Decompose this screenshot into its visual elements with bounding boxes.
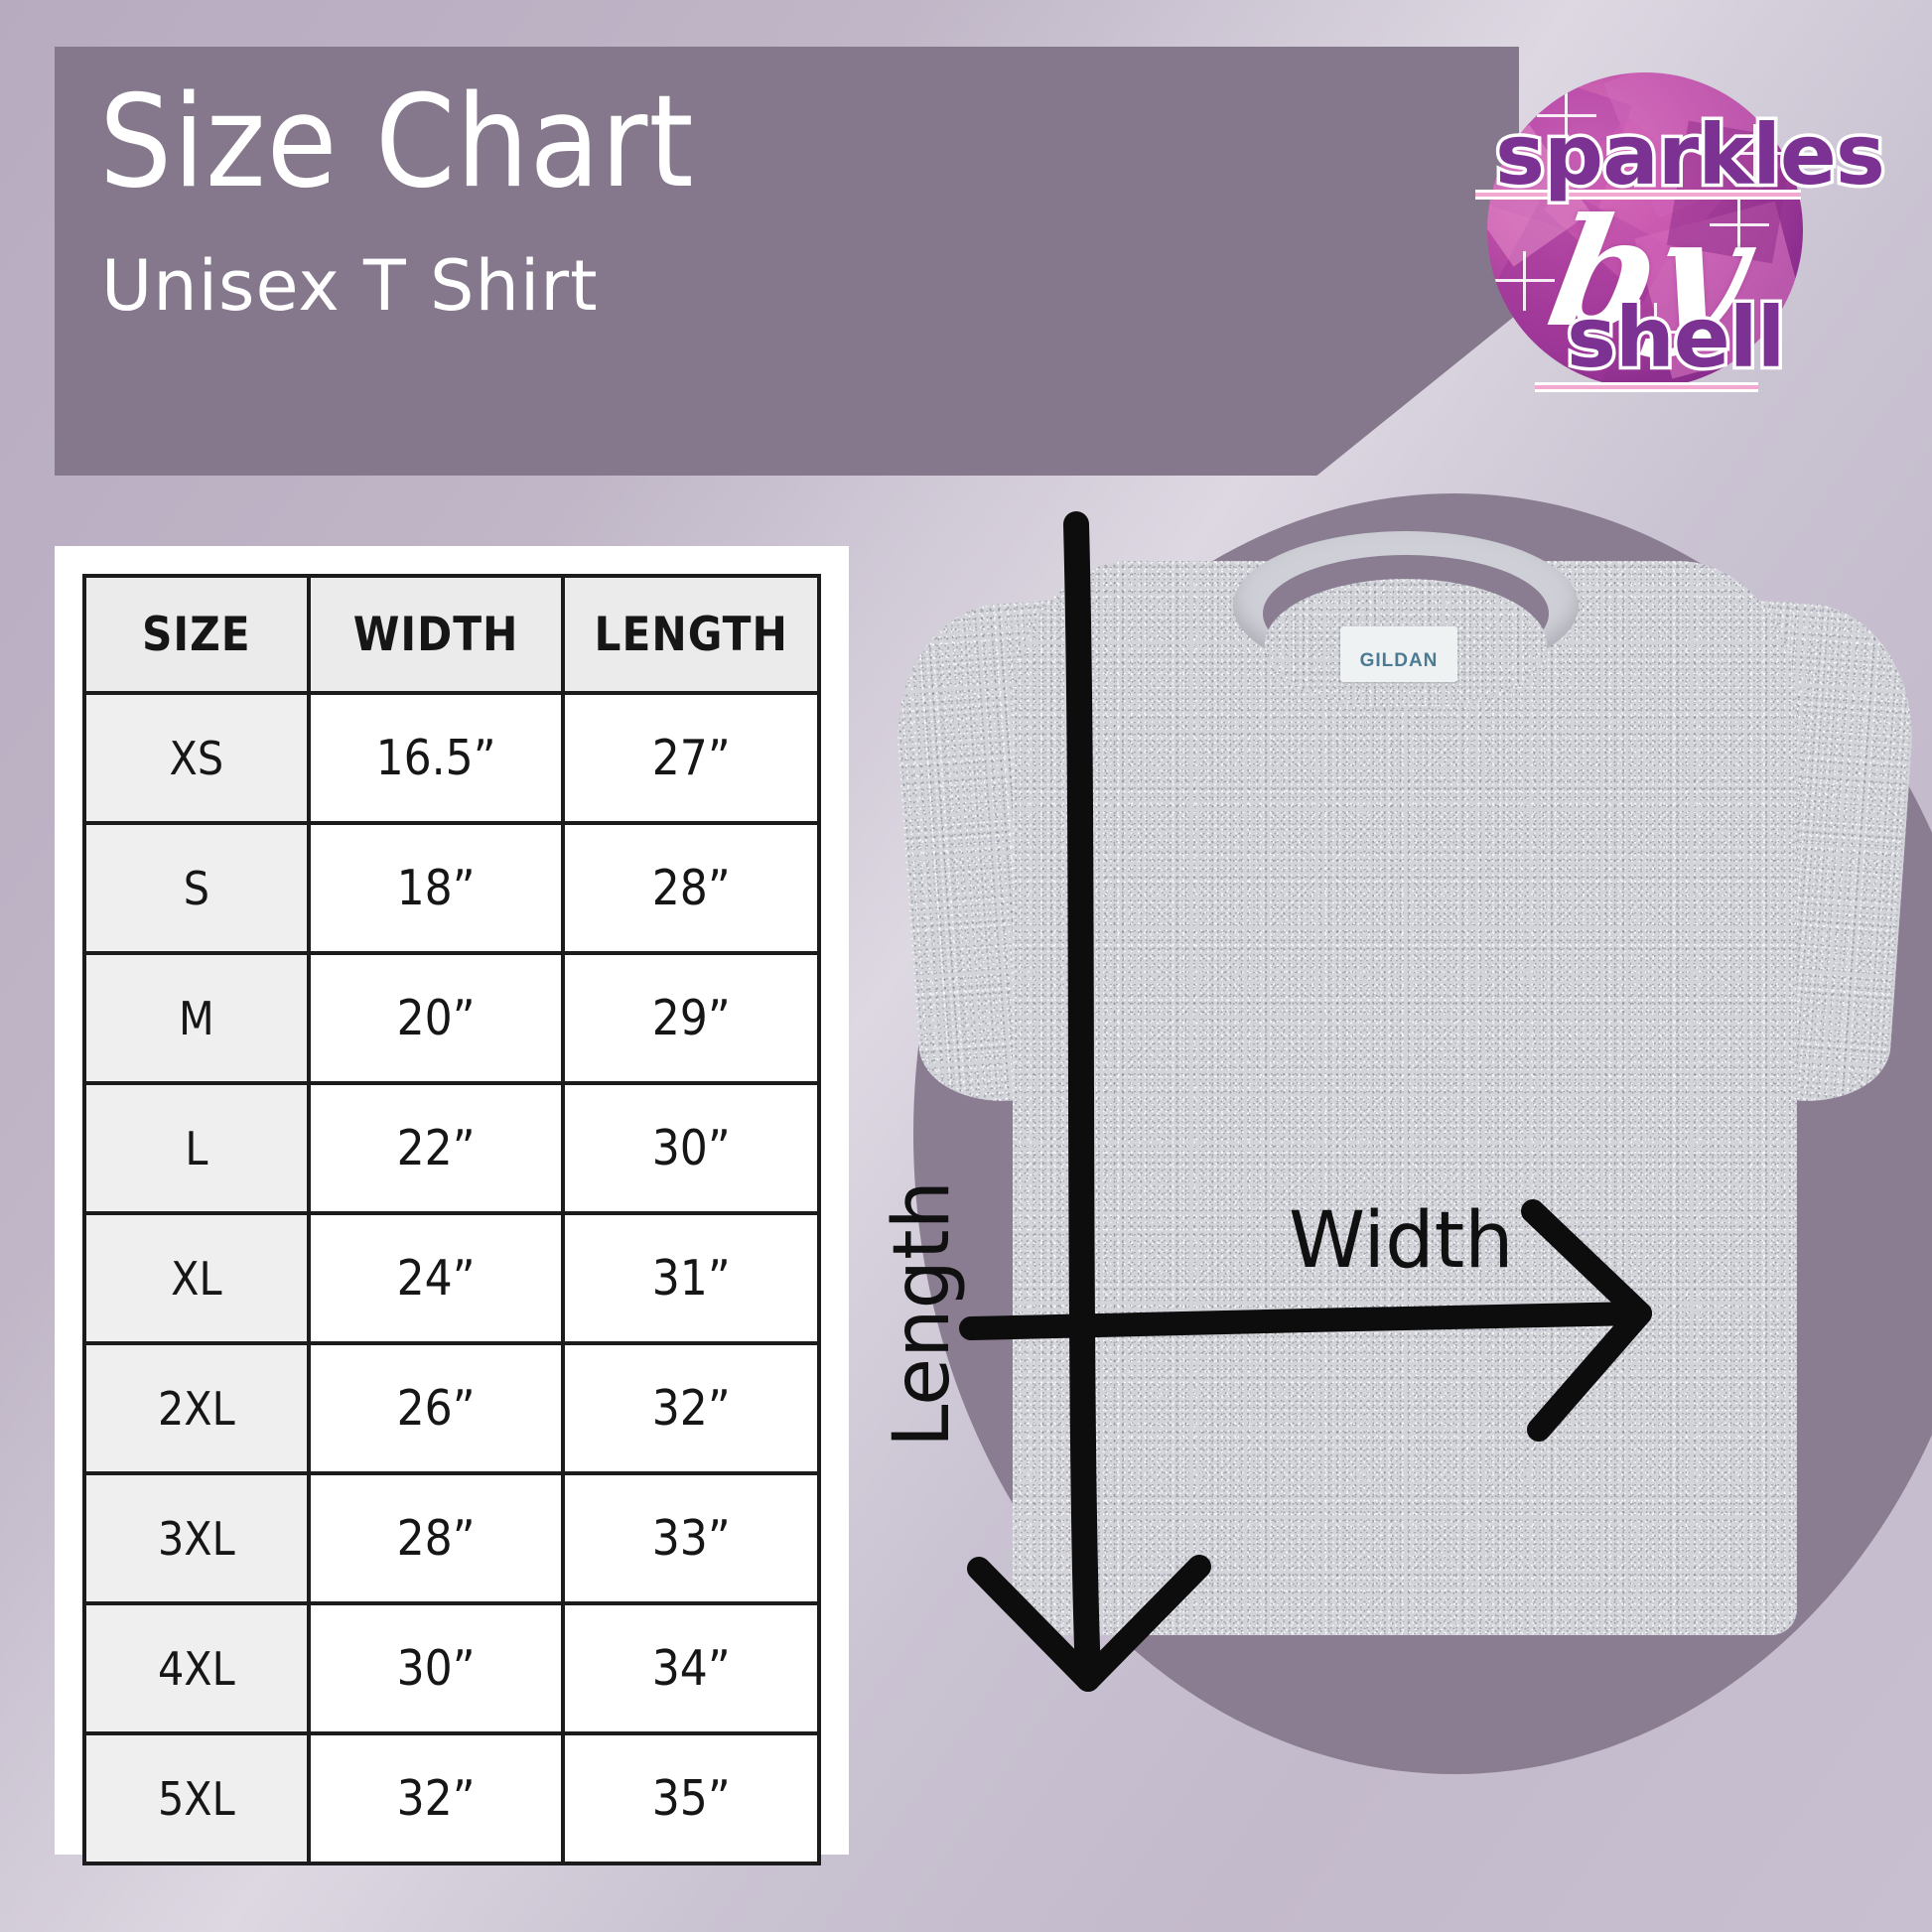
table-row: M 20” 29” <box>82 951 821 1085</box>
cell-width: 20” <box>306 951 566 1085</box>
tshirt-graphic: GILDAN <box>888 509 1922 1641</box>
column-header-size: SIZE <box>82 574 311 695</box>
cell-width: 32” <box>306 1731 566 1865</box>
cell-width: 16.5” <box>306 691 566 825</box>
table-row: 2XL 26” 32” <box>82 1341 821 1475</box>
column-header-width: WIDTH <box>306 574 566 695</box>
size-table: SIZE WIDTH LENGTH XS 16.5” 27” S 18” 28”… <box>82 574 821 1865</box>
table-row: 4XL 30” 34” <box>82 1601 821 1735</box>
cell-size: S <box>82 821 311 955</box>
cell-length: 33” <box>561 1471 821 1605</box>
brand-tag-label: GILDAN <box>1359 650 1439 671</box>
logo-rule-top <box>1475 190 1801 200</box>
cell-length: 29” <box>561 951 821 1085</box>
size-table-card: SIZE WIDTH LENGTH XS 16.5” 27” S 18” 28”… <box>55 546 849 1865</box>
logo-word-shell: shell <box>1563 286 1788 390</box>
cell-width: 30” <box>306 1601 566 1735</box>
cell-size: M <box>82 951 311 1085</box>
cell-size: L <box>82 1081 311 1215</box>
cell-width: 18” <box>306 821 566 955</box>
cell-length: 27” <box>561 691 821 825</box>
cell-width: 26” <box>306 1341 566 1475</box>
cell-width: 24” <box>306 1211 566 1345</box>
column-header-length: LENGTH <box>561 574 821 695</box>
table-row: S 18” 28” <box>82 821 821 955</box>
cell-length: 35” <box>561 1731 821 1865</box>
cell-size: 4XL <box>82 1601 311 1735</box>
tshirt-back-neck <box>1265 579 1547 710</box>
cell-length: 34” <box>561 1601 821 1735</box>
logo-rule-bottom <box>1535 382 1758 392</box>
cell-size: 3XL <box>82 1471 311 1605</box>
table-header-row: SIZE WIDTH LENGTH <box>82 574 821 695</box>
brand-tag: GILDAN <box>1340 626 1457 682</box>
cell-length: 32” <box>561 1341 821 1475</box>
cell-length: 28” <box>561 821 821 955</box>
length-label: Length <box>884 1179 967 1448</box>
cell-size: 5XL <box>82 1731 311 1865</box>
cell-width: 22” <box>306 1081 566 1215</box>
table-row: 5XL 32” 35” <box>82 1731 821 1865</box>
table-row: L 22” 30” <box>82 1081 821 1215</box>
width-label: Width <box>1289 1196 1514 1286</box>
page-subtitle: Unisex T Shirt <box>101 245 599 327</box>
tshirt-illustration: GILDAN Width Length <box>884 427 1932 1932</box>
cell-size: 2XL <box>82 1341 311 1475</box>
cell-size: XS <box>82 691 311 825</box>
cell-length: 30” <box>561 1081 821 1215</box>
gem-circle-icon <box>1487 72 1803 388</box>
table-row: XS 16.5” 27” <box>82 691 821 825</box>
page-title: Size Chart <box>99 69 695 216</box>
cell-size: XL <box>82 1211 311 1345</box>
brand-logo: by sparkles shell <box>1467 55 1888 412</box>
logo-word-sparkles: sparkles <box>1492 103 1889 207</box>
header-banner <box>55 47 1519 476</box>
table-row: 3XL 28” 33” <box>82 1471 821 1605</box>
cell-length: 31” <box>561 1211 821 1345</box>
table-row: XL 24” 31” <box>82 1211 821 1345</box>
cell-width: 28” <box>306 1471 566 1605</box>
tshirt-body <box>1013 561 1797 1635</box>
